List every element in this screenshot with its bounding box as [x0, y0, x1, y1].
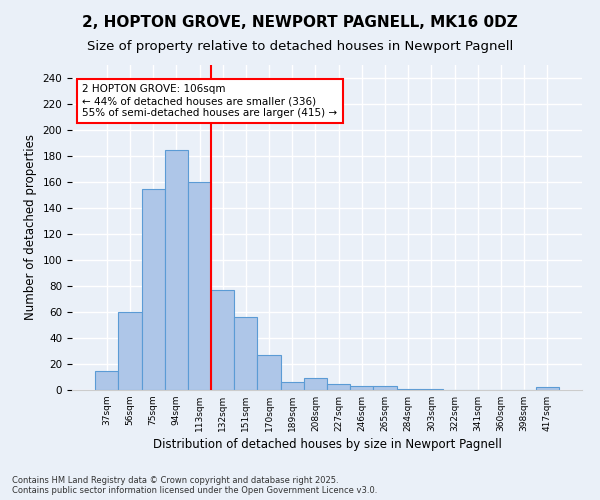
X-axis label: Distribution of detached houses by size in Newport Pagnell: Distribution of detached houses by size …: [152, 438, 502, 451]
Bar: [420, 388, 443, 390]
Bar: [234, 317, 257, 390]
Bar: [327, 384, 350, 390]
Bar: [211, 290, 234, 390]
Bar: [281, 382, 304, 390]
Bar: [536, 388, 559, 390]
Bar: [257, 355, 281, 390]
Bar: [304, 378, 327, 390]
Bar: [142, 188, 165, 390]
Bar: [188, 182, 211, 390]
Bar: [118, 312, 142, 390]
Bar: [397, 388, 420, 390]
Text: 2 HOPTON GROVE: 106sqm
← 44% of detached houses are smaller (336)
55% of semi-de: 2 HOPTON GROVE: 106sqm ← 44% of detached…: [82, 84, 337, 117]
Bar: [165, 150, 188, 390]
Y-axis label: Number of detached properties: Number of detached properties: [24, 134, 37, 320]
Text: Size of property relative to detached houses in Newport Pagnell: Size of property relative to detached ho…: [87, 40, 513, 53]
Bar: [350, 386, 373, 390]
Text: 2, HOPTON GROVE, NEWPORT PAGNELL, MK16 0DZ: 2, HOPTON GROVE, NEWPORT PAGNELL, MK16 0…: [82, 15, 518, 30]
Bar: [95, 370, 118, 390]
Bar: [373, 386, 397, 390]
Text: Contains HM Land Registry data © Crown copyright and database right 2025.
Contai: Contains HM Land Registry data © Crown c…: [12, 476, 377, 495]
